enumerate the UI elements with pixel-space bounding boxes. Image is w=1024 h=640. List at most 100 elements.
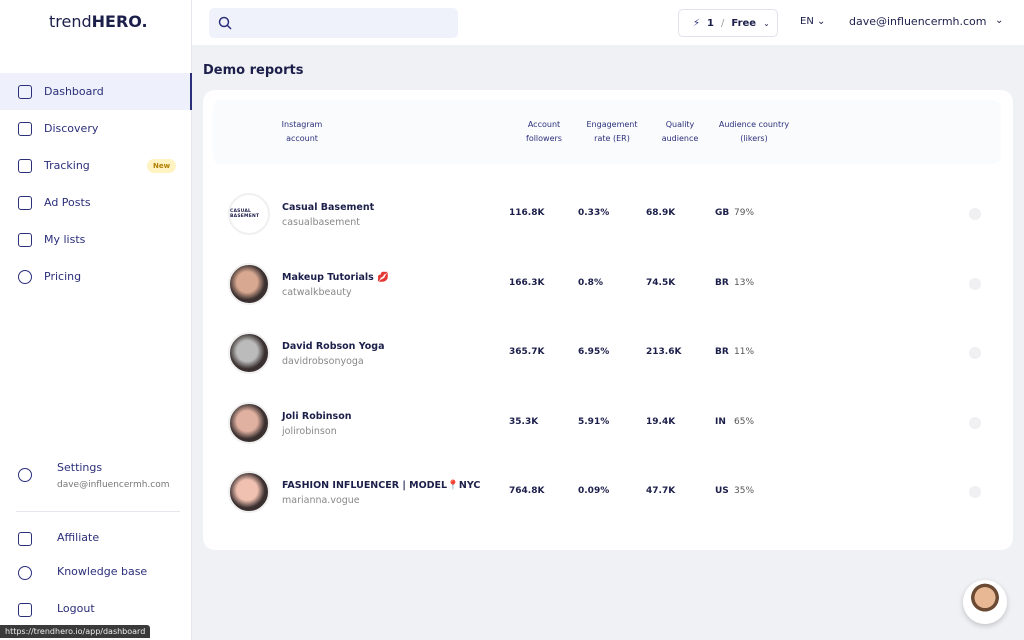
country-share: 13% bbox=[734, 277, 755, 288]
nav-label: Pricing bbox=[44, 270, 82, 283]
account-handle: davidrobsonyoga bbox=[282, 356, 364, 367]
header-line: audience bbox=[661, 134, 699, 143]
header-line: Engagement bbox=[586, 120, 638, 129]
nav-label: Tracking bbox=[44, 159, 90, 172]
logo-suffix: HERO. bbox=[91, 12, 148, 31]
country-share: 35% bbox=[734, 486, 755, 496]
account-handle: catwalkbeauty bbox=[282, 286, 352, 298]
bottom-link[interactable]: Logout bbox=[57, 602, 95, 615]
quality: 213.6K bbox=[646, 347, 682, 357]
followers: 116.8K bbox=[509, 208, 545, 218]
user-chevron[interactable]: ⌄ bbox=[995, 15, 1004, 26]
er: 0.09% bbox=[578, 486, 610, 496]
page-title: Demo reports bbox=[203, 63, 304, 78]
country: US bbox=[715, 486, 729, 496]
column-header: Instagram account bbox=[252, 118, 352, 146]
column-header: Account followers bbox=[494, 118, 594, 146]
country-share: 79% bbox=[734, 208, 755, 218]
nav-item[interactable]: Discovery bbox=[0, 110, 192, 147]
account-name[interactable]: Joli Robinson bbox=[282, 410, 352, 422]
bottom-link[interactable]: Affiliate bbox=[57, 531, 100, 544]
avatar bbox=[228, 262, 270, 305]
user-email[interactable]: dave@influencermh.com bbox=[849, 15, 987, 28]
account-name[interactable]: Makeup Tutorials 💋 bbox=[282, 271, 389, 283]
nav-icon bbox=[18, 158, 32, 173]
settings-icon bbox=[18, 468, 32, 482]
nav-icon bbox=[18, 269, 32, 284]
column-header: Audience country (likers) bbox=[704, 118, 804, 146]
nav-label: Dashboard bbox=[44, 85, 104, 98]
nav-item[interactable]: Tracking New bbox=[0, 147, 192, 184]
bolt-icon: ⚡ bbox=[693, 17, 701, 29]
credits: 1 bbox=[707, 17, 714, 29]
support-avatar[interactable] bbox=[963, 580, 1007, 624]
avatar bbox=[228, 401, 270, 444]
sidebar: trendHERO. Settings dave@influencermh.co… bbox=[0, 0, 192, 640]
settings-link[interactable]: Settings bbox=[57, 461, 103, 474]
bottom-icon bbox=[18, 603, 32, 617]
quality: 68.9K bbox=[646, 208, 676, 218]
logo[interactable]: trendHERO. bbox=[49, 12, 148, 31]
plan: Free bbox=[731, 17, 757, 29]
quality: 47.7K bbox=[646, 486, 676, 496]
logo-prefix: trend bbox=[49, 12, 92, 31]
language[interactable]: EN ⌄ bbox=[800, 16, 826, 27]
er: 6.95% bbox=[578, 347, 610, 357]
separator: / bbox=[721, 17, 725, 29]
avatar bbox=[228, 471, 270, 513]
nav-icon bbox=[18, 195, 32, 210]
header-line: Instagram bbox=[281, 120, 323, 129]
account-handle: casualbasement bbox=[282, 217, 360, 228]
followers: 35.3K bbox=[509, 416, 539, 427]
settings-email: dave@influencermh.com bbox=[57, 480, 170, 490]
divider bbox=[16, 511, 180, 512]
new-badge: New bbox=[147, 158, 177, 173]
header-line: account bbox=[286, 134, 318, 143]
avatar: CASUAL BASEMENT bbox=[228, 193, 270, 235]
er: 0.33% bbox=[578, 208, 610, 218]
nav-label: My lists bbox=[44, 233, 86, 246]
header-line: Account bbox=[527, 120, 561, 129]
open-report[interactable] bbox=[969, 347, 981, 359]
nav-label: Ad Posts bbox=[44, 196, 91, 209]
open-report[interactable] bbox=[969, 208, 981, 220]
er: 0.8% bbox=[578, 277, 603, 288]
avatar bbox=[228, 332, 270, 374]
nav-item[interactable]: My lists bbox=[0, 221, 192, 258]
quality: 19.4K bbox=[646, 416, 676, 427]
nav-item[interactable]: Pricing bbox=[0, 258, 192, 295]
open-report[interactable] bbox=[969, 486, 981, 498]
nav-item[interactable]: Ad Posts bbox=[0, 184, 192, 221]
country: BR bbox=[715, 347, 729, 357]
topbar: ⚡ 1 / Free ⌄ EN ⌄ dave@influencermh.com ⌄ bbox=[192, 0, 1024, 45]
plan-button[interactable]: ⚡ 1 / Free ⌄ bbox=[678, 9, 778, 37]
reports-card: Instagram account Account followers Engageme… bbox=[203, 90, 1013, 550]
header-line: followers bbox=[526, 134, 562, 143]
bottom-icon bbox=[18, 532, 32, 546]
country: BR bbox=[715, 277, 729, 288]
bottom-link[interactable]: Knowledge base bbox=[57, 565, 148, 578]
open-report[interactable] bbox=[969, 277, 981, 290]
followers: 764.8K bbox=[509, 486, 545, 496]
open-report[interactable] bbox=[969, 416, 981, 429]
search-icon bbox=[218, 16, 232, 30]
nav-icon bbox=[18, 232, 32, 247]
country: IN bbox=[715, 416, 726, 427]
account-name[interactable]: Casual Basement bbox=[282, 202, 375, 213]
language-label: EN bbox=[800, 16, 814, 27]
nav-icon bbox=[18, 84, 32, 99]
nav-icon bbox=[18, 121, 32, 136]
bottom-icon bbox=[18, 566, 32, 580]
account-handle: marianna.vogue bbox=[282, 495, 360, 506]
account-name[interactable]: FASHION INFLUENCER | MODEL📍NYC bbox=[282, 480, 481, 491]
header-line: (likers) bbox=[740, 134, 768, 143]
column-header: Quality audience bbox=[630, 118, 730, 146]
table-header bbox=[213, 100, 1001, 164]
account-name[interactable]: David Robson Yoga bbox=[282, 341, 385, 352]
search-box[interactable] bbox=[209, 8, 458, 38]
nav-item[interactable]: Dashboard bbox=[0, 73, 192, 110]
status-url: https://trendhero.io/app/dashboard bbox=[0, 625, 151, 638]
chevron: ⌄ bbox=[763, 18, 770, 28]
column-header: Engagement rate (ER) bbox=[562, 118, 662, 146]
